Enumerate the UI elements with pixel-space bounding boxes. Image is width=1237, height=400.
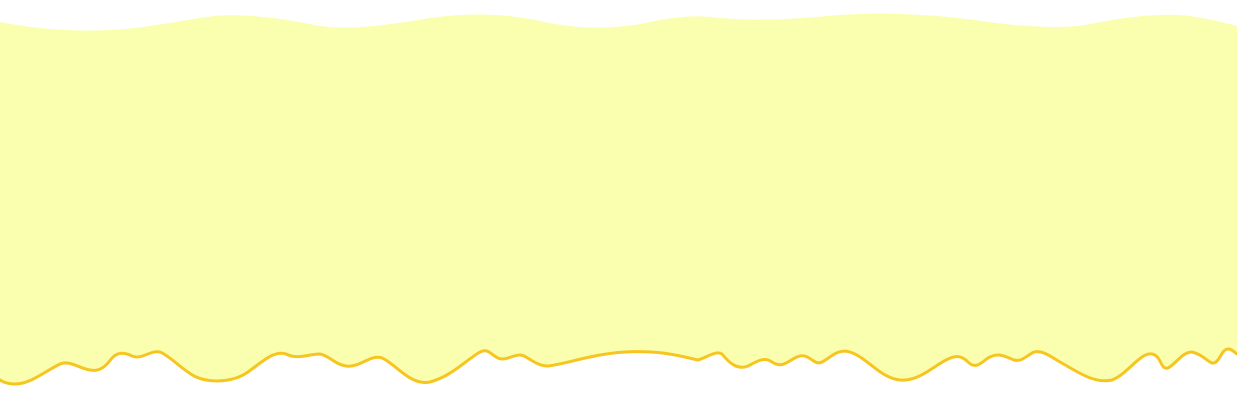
banner-fill-shape bbox=[0, 13, 1237, 385]
drip-outline-stroke bbox=[0, 347, 1237, 386]
